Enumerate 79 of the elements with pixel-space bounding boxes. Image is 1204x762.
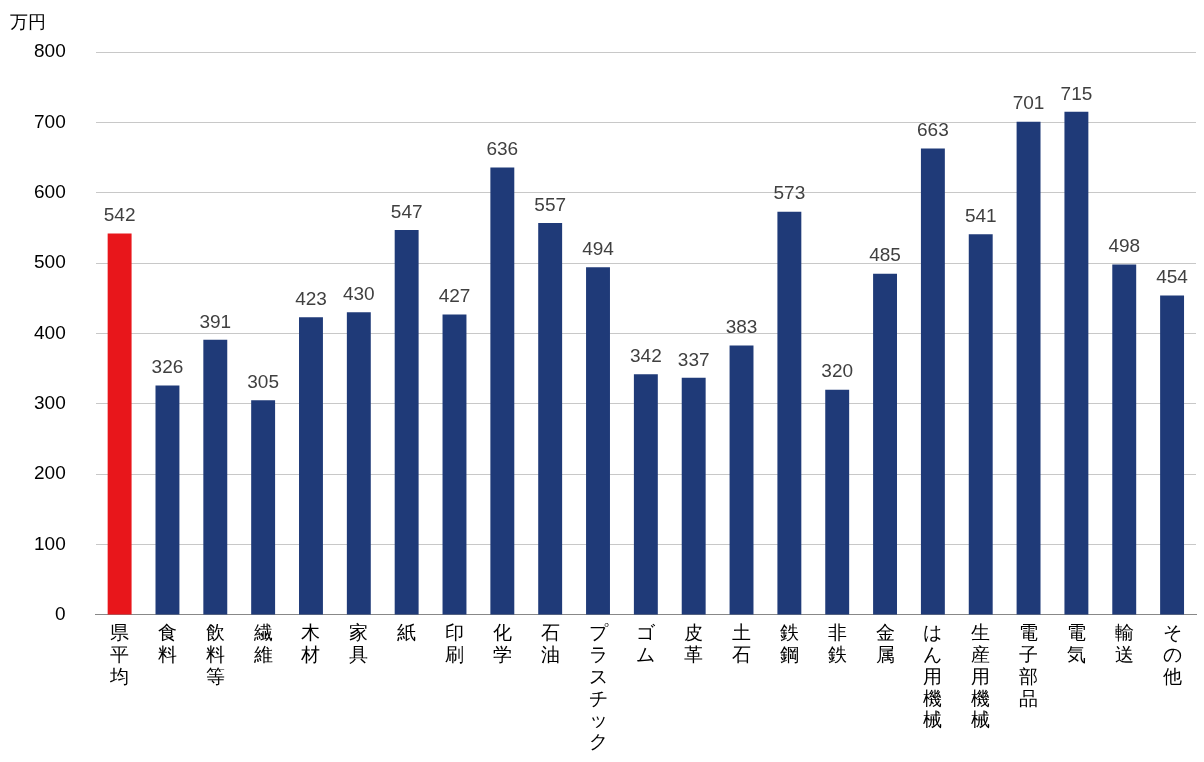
x-tick-label: 輸送 (1114, 622, 1134, 665)
data-label: 557 (534, 193, 567, 215)
x-tick-label: 電子部品 (1019, 622, 1039, 709)
data-label: 427 (438, 285, 471, 307)
data-label: 391 (199, 310, 232, 332)
x-tick-label: はん用機械 (923, 622, 943, 731)
data-label: 547 (390, 200, 423, 222)
y-tick-label: 800 (34, 40, 66, 62)
bar (490, 167, 515, 615)
x-tick-label: 木材 (300, 622, 321, 665)
x-tick-label: 土石 (732, 622, 752, 665)
bar (1016, 121, 1041, 615)
data-label: 494 (582, 238, 615, 260)
x-tick-label: 石油 (540, 622, 560, 665)
y-tick-label: 700 (34, 110, 66, 132)
x-tick-label: その他 (1162, 622, 1182, 687)
data-label: 383 (725, 316, 758, 338)
bar (968, 234, 993, 615)
y-tick-label: 300 (34, 392, 66, 414)
data-label: 342 (630, 344, 662, 366)
x-tick-label: 電気 (1066, 622, 1086, 665)
x-tick-label: 食料 (157, 622, 177, 665)
x-tick-label: 皮革 (684, 622, 704, 665)
data-label: 636 (486, 138, 519, 160)
data-label: 701 (1012, 92, 1045, 114)
x-tick-label: 繊維 (252, 622, 273, 665)
y-tick-label: 500 (34, 251, 66, 273)
data-label: 326 (151, 356, 184, 378)
data-label: 715 (1060, 82, 1093, 104)
x-tick-label: プラスチック (588, 622, 609, 753)
x-tick-label: 鉄鋼 (779, 622, 799, 665)
bar (633, 374, 658, 615)
y-tick-label: 200 (34, 462, 66, 484)
bar (681, 377, 706, 615)
bar (873, 273, 898, 615)
bar (299, 317, 323, 615)
x-tick-label: 化学 (492, 622, 512, 665)
bar (251, 400, 276, 615)
data-label: 663 (917, 119, 949, 141)
x-tick-label: 印刷 (444, 622, 464, 665)
y-tick-label: 600 (34, 180, 66, 202)
bar (586, 267, 610, 615)
bar (729, 345, 754, 615)
bar (920, 148, 945, 615)
bar (203, 339, 228, 615)
bar (777, 211, 802, 615)
data-label: 485 (869, 244, 901, 266)
bar (1064, 111, 1089, 615)
y-tick-label: 100 (34, 532, 66, 554)
bar (394, 230, 419, 615)
x-tick-label: 家具 (349, 622, 369, 665)
data-label: 430 (342, 283, 375, 305)
data-label: 498 (1108, 235, 1141, 257)
y-tick-label: 400 (34, 321, 66, 343)
bar (107, 233, 132, 615)
data-label: 542 (103, 204, 136, 226)
bar (538, 222, 563, 615)
data-label: 337 (677, 348, 710, 370)
data-label: 541 (964, 204, 997, 226)
x-tick-label: 紙 (397, 622, 417, 644)
x-tick-label: ゴム (636, 622, 657, 665)
y-axis-title: 万円 (10, 11, 46, 32)
data-label: 454 (1156, 266, 1189, 288)
x-tick-label: 生産用機械 (971, 622, 991, 731)
x-tick-label: 金属 (875, 622, 895, 665)
x-tick-label: 非鉄 (827, 622, 847, 665)
data-label: 573 (773, 182, 806, 204)
x-tick-label: 県平均 (109, 622, 130, 687)
bar (346, 312, 371, 615)
bar (155, 385, 180, 615)
bar (1160, 295, 1185, 615)
bar (1112, 264, 1137, 615)
bar (442, 314, 467, 615)
data-label: 320 (821, 360, 854, 382)
bar (825, 389, 850, 615)
data-label: 423 (295, 288, 327, 309)
x-tick-label: 飲料等 (205, 622, 225, 687)
data-label: 305 (247, 371, 279, 393)
y-tick-label: 0 (55, 603, 66, 625)
